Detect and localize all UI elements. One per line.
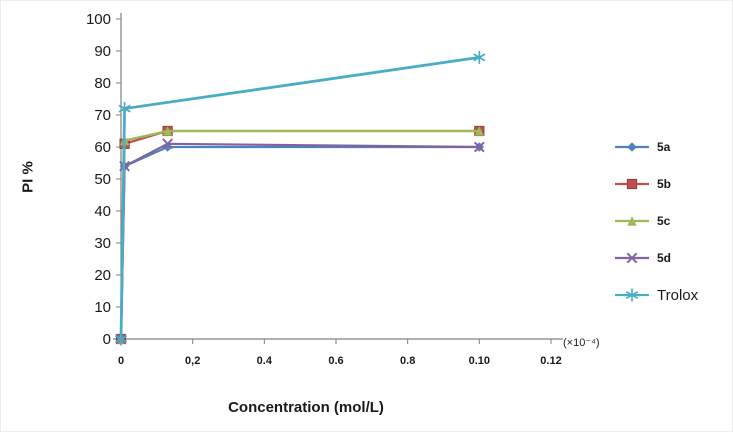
y-tick-label: 10 <box>94 299 111 316</box>
y-tick-label: 80 <box>94 75 111 92</box>
y-tick-label: 30 <box>94 235 111 252</box>
x-axis-unit-note: (×10⁻⁴) <box>563 337 600 349</box>
legend-label: 5c <box>657 214 671 228</box>
series-line-5d <box>119 142 481 341</box>
x-tick-label: 0.8 <box>400 355 415 367</box>
y-tick-label: 100 <box>86 11 111 28</box>
legend-marker-icon <box>615 142 649 152</box>
asterisk-marker-icon <box>114 332 128 346</box>
legend-item-5d: 5d <box>613 250 698 266</box>
x-marker-icon <box>626 252 638 264</box>
x-tick-label: 0.6 <box>328 355 343 367</box>
y-tick-label: 70 <box>94 107 111 124</box>
legend-item-Trolox: Trolox <box>613 287 698 303</box>
legend-item-5a: 5a <box>613 139 698 155</box>
legend-item-5b: 5b <box>613 176 698 192</box>
legend-label: Trolox <box>657 286 699 304</box>
y-tick-label: 40 <box>94 203 111 220</box>
y-axis-title: PI % <box>19 161 37 193</box>
y-tick-label: 90 <box>94 43 111 60</box>
series-line-5b <box>119 129 481 341</box>
triangle-marker-icon <box>162 126 173 136</box>
series-line-5a <box>119 145 481 341</box>
asterisk-marker-icon <box>473 50 486 64</box>
triangle-marker-icon <box>627 216 637 226</box>
x-tick-label: 0,2 <box>185 355 200 367</box>
x-tick-label: 0.10 <box>469 355 490 367</box>
legend-label: 5a <box>657 140 671 154</box>
legend-marker-icon <box>615 216 649 226</box>
x-marker-icon <box>473 141 485 153</box>
asterisk-marker-icon <box>118 102 131 116</box>
y-tick-label: 50 <box>94 171 111 188</box>
chart-legend: 5a 5b 5c 5d Trolox <box>613 139 698 303</box>
legend-item-5c: 5c <box>613 213 698 229</box>
legend-marker-icon <box>615 178 649 190</box>
x-marker-icon <box>162 138 173 150</box>
y-tick-label: 60 <box>94 139 111 156</box>
series-line-5c <box>119 129 481 341</box>
legend-marker-icon <box>615 252 649 264</box>
x-tick-label: 0.4 <box>257 355 273 367</box>
y-tick-label: 20 <box>94 267 111 284</box>
square-marker-icon <box>626 178 638 190</box>
y-tick-label: 0 <box>103 331 111 348</box>
legend-label: 5d <box>657 251 672 265</box>
series-line-Trolox <box>119 56 481 341</box>
x-axis-title: Concentration (mol/L) <box>228 399 384 416</box>
legend-marker-icon <box>615 288 649 302</box>
x-tick-label: 0.12 <box>540 355 561 367</box>
asterisk-marker-icon <box>625 288 639 302</box>
triangle-marker-icon <box>474 126 485 136</box>
diamond-marker-icon <box>627 142 637 152</box>
x-tick-label: 0 <box>118 355 124 367</box>
legend-label: 5b <box>657 177 672 191</box>
